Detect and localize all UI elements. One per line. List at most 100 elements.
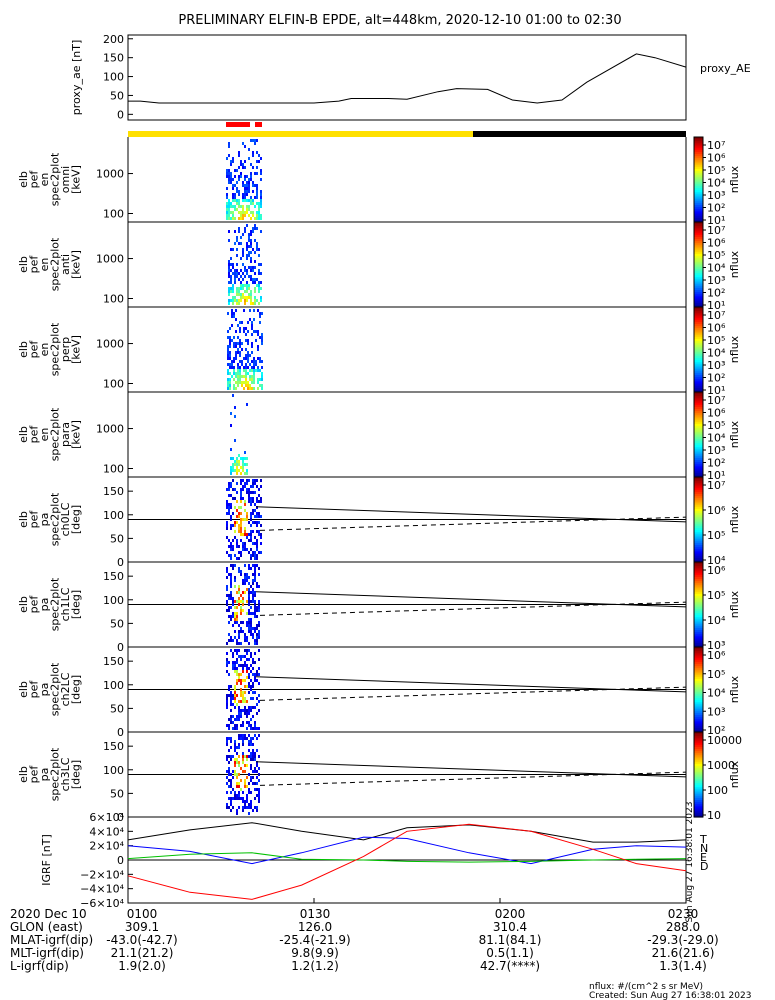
spec-anti-ylabel: en — [38, 258, 51, 272]
pa-ch3LC-colorbar-cell — [694, 776, 703, 780]
pa-ch2LC-cell — [238, 664, 240, 667]
spec-perp-colorbar-cell — [694, 349, 703, 353]
pa-ch0LC-cell — [234, 497, 236, 500]
spec-para-colorbar-cell — [694, 460, 703, 463]
spec-omni-cell — [258, 205, 260, 208]
spec-omni-cell — [240, 160, 242, 163]
pa-ch2LC-colorbar-cell — [694, 723, 703, 727]
spec-omni-cell — [248, 214, 250, 217]
spec-anti-cell — [258, 248, 260, 251]
spec-perp-cell — [231, 363, 233, 366]
spec-perp-cell — [247, 321, 249, 324]
spec-perp-colorbar-cell — [694, 307, 703, 310]
pa-ch1LC-cell — [254, 564, 256, 567]
pa-ch1LC-cell — [252, 600, 254, 603]
spec-omni-colorbar-cell — [694, 188, 703, 191]
ephem-value: 310.4 — [493, 920, 527, 934]
spec-para-cell — [236, 472, 238, 475]
pa-ch3LC-cell — [250, 776, 252, 779]
spec-anti-cell — [234, 230, 236, 233]
pa-ch1LC-colorbar-cell — [694, 598, 703, 601]
pa-ch0LC-cell — [250, 539, 252, 542]
pa-ch0LC-cell — [260, 524, 262, 527]
spec-para-ylabel: en — [38, 428, 51, 442]
spec-para-cell — [240, 466, 242, 469]
pa-ch2LC-cell — [242, 700, 244, 703]
spec-omni-cell — [238, 193, 240, 196]
spec-anti-colorbar-cell — [694, 224, 703, 227]
pa-ch1LC-cell — [234, 579, 236, 582]
pa-ch1LC-cell — [252, 612, 254, 615]
spec-perp-cell — [231, 309, 233, 312]
spec-omni-cell — [232, 187, 234, 190]
pa-ch0LC-colorbar-cell — [694, 538, 703, 542]
pa-ch3LC-cell — [256, 761, 258, 764]
pa-ch0LC-cell — [260, 542, 262, 545]
pa-ch3LC-cell — [258, 800, 260, 803]
pa-ch3LC-cell — [248, 743, 250, 746]
pa-ch3LC-cell — [248, 812, 250, 815]
pa-ch2LC-cell — [228, 673, 230, 676]
pa-ch1LC-colorbar-cell — [694, 562, 703, 565]
spec-anti-cell — [246, 290, 248, 293]
pa-ch1LC-cell — [254, 639, 256, 642]
spec-anti-ylabel: pef — [28, 255, 41, 274]
pa-ch0LC-cell — [238, 557, 240, 560]
igrf-legend-T: T — [699, 833, 707, 846]
pa-ch3LC-cell — [232, 797, 234, 800]
spec-anti-cell — [230, 248, 232, 251]
pa-ch2LC-cell — [232, 703, 234, 706]
pa-ch1LC-cell — [252, 582, 254, 585]
pa-ch1LC-cell — [236, 600, 238, 603]
pa-ch2LC-cell — [242, 670, 244, 673]
spec-anti-cell — [258, 284, 260, 287]
pa-ch2LC-cell — [246, 676, 248, 679]
ephem-value: -25.4(-21.9) — [279, 933, 350, 947]
pa-ch2LC-cell — [230, 694, 232, 697]
spec-omni-cell — [244, 193, 246, 196]
spec-para-cell — [232, 394, 234, 397]
pa-ch0LC-cell — [248, 491, 250, 494]
spec-perp-cell — [237, 372, 239, 375]
pa-ch1LC-colorbar-cell — [694, 642, 703, 646]
spec-anti-cell — [252, 278, 254, 281]
pa-ch1LC-cell — [232, 564, 234, 567]
spec-perp-cell — [229, 378, 231, 381]
pa-ch2LC-ylabel: pa — [38, 683, 51, 697]
spec-omni-cell — [258, 211, 260, 214]
pa-ch0LC-cell — [258, 494, 260, 497]
pa-ch0LC-cell — [230, 557, 232, 560]
spec-omni-colorbar-cell — [694, 198, 703, 202]
pa-ch0LC-colorbar-cell — [694, 521, 703, 525]
pa-ch3LC-cell — [228, 737, 230, 740]
spec-perp-cell — [249, 354, 251, 357]
pa-ch1LC-cell — [232, 615, 234, 618]
pa-ch1LC-colorbar-cell — [694, 600, 703, 603]
spec-anti-colorbar-cell — [694, 222, 703, 225]
pa-ch3LC-cell — [238, 773, 240, 776]
pa-ch3LC-cell — [226, 770, 228, 773]
spec-para-cell — [236, 457, 238, 460]
pa-ch0LC-cell — [260, 485, 262, 488]
pa-ch3LC-colorbar-cell — [694, 770, 703, 773]
spec-perp-cell — [235, 330, 237, 333]
spec-para-colorbar-cell — [694, 417, 703, 421]
pa-ch0LC-cell — [226, 524, 228, 527]
spec-omni-cell — [248, 205, 250, 208]
pa-ch1LC-cell — [258, 609, 260, 612]
pa-ch1LC-cell — [248, 567, 250, 570]
pa-ch1LC-colorbar-cell — [694, 579, 703, 582]
pa-ch0LC-cell — [236, 557, 238, 560]
spec-anti-colorbar-cell — [694, 243, 703, 246]
pa-ch0LC-cell — [250, 533, 252, 536]
ephem-value: 81.1(84.1) — [479, 933, 542, 947]
pa-ch1LC-cell — [236, 642, 238, 645]
spec-perp-cell — [235, 354, 237, 357]
pa-ch2LC-cell — [230, 697, 232, 700]
spec-para-cell — [236, 469, 238, 472]
pa-ch1LC-cell — [242, 597, 244, 600]
spec-perp-colorbar-cell — [694, 351, 703, 355]
pa-ch0LC-cell — [250, 554, 252, 557]
pa-ch1LC-colorbar-cell — [694, 585, 703, 589]
spec-omni-cell — [258, 214, 260, 217]
